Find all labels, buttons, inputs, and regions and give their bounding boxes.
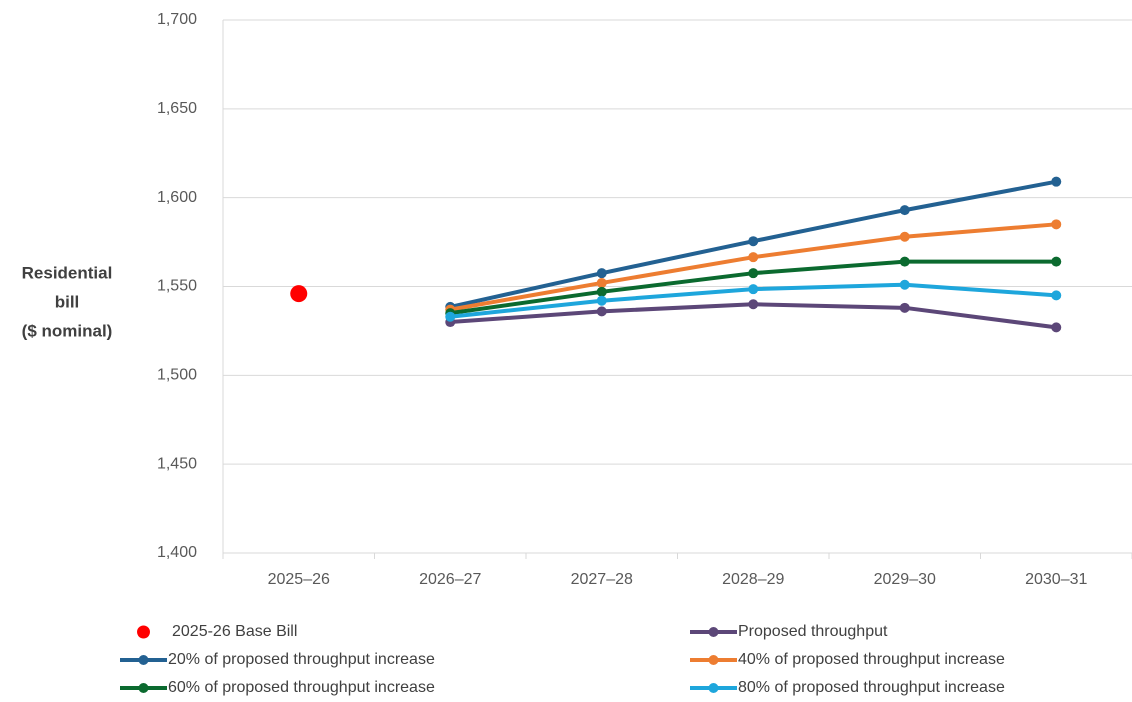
y-tick-label: 1,700 [157,11,197,28]
data-point [748,299,759,310]
y-axis-label: Residential [22,263,113,282]
y-axis-label: ($ nominal) [22,321,113,340]
legend-label: Proposed throughput [738,623,888,640]
data-point [1051,219,1062,230]
data-point [1051,322,1062,333]
x-tick-label: 2027–28 [571,571,633,588]
data-point [748,236,759,247]
data-point [290,285,308,303]
data-point [596,268,607,279]
data-point [1051,256,1062,267]
data-point [596,295,607,306]
data-point [445,311,456,322]
data-point [899,302,910,313]
y-tick-label: 1,450 [157,455,197,472]
data-point [899,279,910,290]
legend-label: 80% of proposed throughput increase [738,679,1005,696]
data-point [899,256,910,267]
y-tick-label: 1,400 [157,544,197,561]
data-point [748,284,759,295]
legend-marker [138,683,149,693]
x-tick-label: 2029–30 [874,571,936,588]
data-point [748,252,759,263]
data-point [899,231,910,242]
legend-label: 60% of proposed throughput increase [168,679,435,696]
data-point [899,205,910,216]
data-point [1051,290,1062,301]
legend-marker [708,627,719,637]
legend-marker [138,655,149,665]
legend-label: 20% of proposed throughput increase [168,651,435,668]
y-tick-label: 1,550 [157,278,197,295]
data-point [596,277,607,288]
y-tick-label: 1,500 [157,367,197,384]
data-point [596,306,607,317]
legend-label: 40% of proposed throughput increase [738,651,1005,668]
y-tick-label: 1,600 [157,189,197,206]
data-point [596,286,607,297]
y-tick-label: 1,650 [157,100,197,117]
legend-label: 2025-26 Base Bill [172,623,297,640]
legend-marker [137,625,150,639]
legend-marker [708,655,719,665]
y-axis-label: bill [55,292,80,311]
data-point [748,268,759,279]
legend-marker [708,683,719,693]
x-tick-label: 2026–27 [419,571,481,588]
x-tick-label: 2030–31 [1025,571,1087,588]
x-tick-label: 2025–26 [268,571,330,588]
x-tick-label: 2028–29 [722,571,784,588]
data-point [1051,176,1062,187]
